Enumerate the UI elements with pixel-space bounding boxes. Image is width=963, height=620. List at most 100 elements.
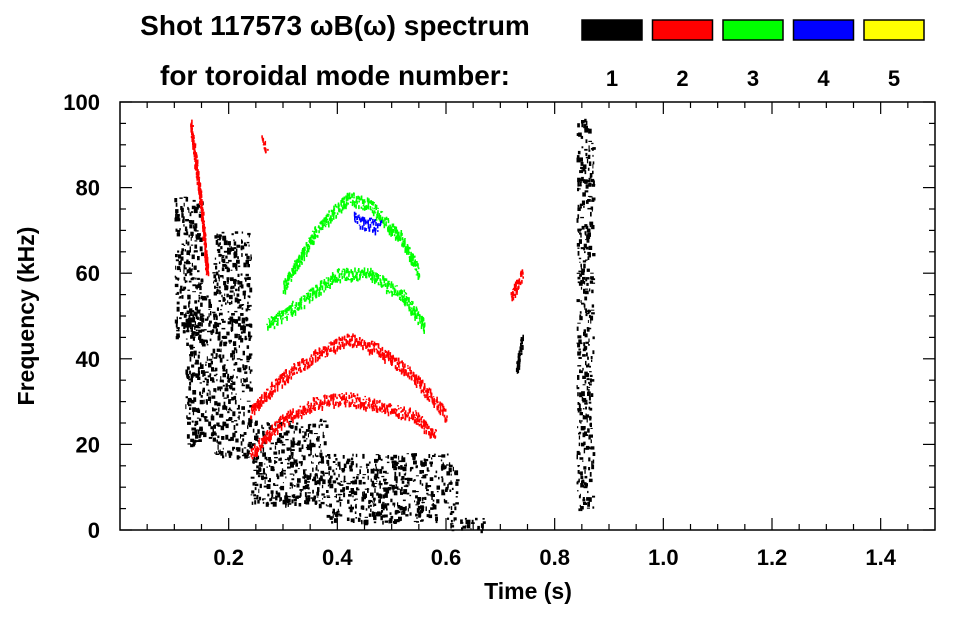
- track-speck: [308, 241, 311, 243]
- region-speck: [436, 491, 439, 493]
- region-speck: [576, 326, 579, 331]
- region-speck: [420, 460, 423, 466]
- region-speck: [582, 168, 586, 172]
- track-speck: [377, 274, 380, 277]
- region-speck: [416, 508, 420, 513]
- region-speck: [413, 460, 417, 465]
- track-speck: [290, 416, 293, 421]
- region-speck: [201, 279, 204, 283]
- region-speck: [184, 226, 188, 232]
- region-speck: [195, 408, 200, 413]
- region-speck: [281, 449, 285, 454]
- track-speck: [268, 397, 270, 400]
- region-speck: [284, 498, 289, 503]
- region-speck: [581, 420, 583, 422]
- region-speck: [270, 442, 274, 445]
- region-speck: [577, 276, 581, 280]
- track-speck: [310, 402, 312, 407]
- region-speck: [215, 239, 219, 245]
- region-speck: [294, 470, 298, 472]
- region-speck: [398, 455, 400, 460]
- track-speck: [314, 354, 317, 360]
- region-speck: [211, 381, 215, 383]
- region-speck: [298, 495, 301, 498]
- region-speck: [231, 233, 234, 236]
- track-speck: [326, 395, 328, 399]
- region-speck: [181, 248, 184, 252]
- region-speck: [193, 311, 196, 316]
- region-speck: [214, 257, 217, 260]
- region-speck: [174, 275, 177, 278]
- region-speck: [226, 406, 228, 411]
- region-speck: [284, 458, 287, 461]
- track-speck: [324, 225, 327, 228]
- region-speck: [175, 213, 177, 219]
- region-speck: [336, 515, 338, 518]
- region-speck: [341, 468, 346, 471]
- region-speck: [247, 452, 249, 456]
- region-speck: [218, 451, 223, 455]
- track-speck: [353, 192, 355, 197]
- region-speck: [205, 363, 207, 366]
- track-speck: [442, 411, 444, 416]
- region-speck: [240, 359, 243, 361]
- track-speck: [348, 192, 351, 197]
- track-speck: [303, 297, 306, 302]
- region-speck: [214, 322, 218, 324]
- region-speck: [577, 343, 581, 348]
- track-speck: [308, 295, 311, 299]
- track-speck: [513, 294, 515, 296]
- region-speck: [448, 467, 452, 473]
- x-axis: 0.2 0.4 0.6 0.8 1.0 1.2 1.4: [146, 102, 909, 570]
- region-speck: [588, 314, 591, 318]
- track-speck: [302, 412, 304, 415]
- region-speck: [249, 422, 252, 428]
- track-speck: [416, 270, 419, 275]
- region-speck: [281, 468, 284, 474]
- region-speck: [350, 488, 354, 493]
- region-speck: [201, 343, 206, 347]
- region-speck: [318, 445, 321, 449]
- region-speck: [263, 463, 266, 465]
- track-speck: [198, 181, 200, 183]
- track-speck: [391, 231, 394, 236]
- track-speck: [302, 358, 304, 364]
- track-speck: [324, 346, 326, 350]
- region-speck: [294, 459, 298, 464]
- track-speck: [278, 426, 280, 429]
- region-speck: [245, 259, 249, 265]
- region-speck: [197, 299, 200, 303]
- track-speck: [255, 402, 257, 406]
- track-speck: [434, 436, 436, 439]
- track-speck: [316, 402, 318, 405]
- region-speck: [586, 364, 589, 368]
- track-speck: [373, 202, 375, 204]
- track-speck: [439, 410, 441, 414]
- track-speck: [423, 391, 425, 394]
- region-speck: [233, 247, 237, 249]
- region-speck: [207, 389, 210, 392]
- region-speck: [403, 489, 408, 493]
- track-speck: [421, 315, 423, 321]
- region-speck: [441, 478, 444, 483]
- region-speck: [379, 485, 381, 489]
- track-speck: [410, 376, 413, 379]
- track-speck: [290, 312, 293, 316]
- region-speck: [582, 426, 586, 430]
- region-speck: [374, 476, 378, 480]
- track-speck: [345, 202, 348, 207]
- region-speck: [435, 516, 438, 521]
- region-speck: [195, 331, 198, 336]
- region-speck: [455, 481, 459, 486]
- track-speck: [330, 399, 332, 402]
- track-speck: [406, 248, 408, 253]
- track-speck: [373, 227, 375, 232]
- region-speck: [204, 377, 207, 381]
- track-speck: [392, 283, 394, 288]
- track-speck: [390, 355, 393, 359]
- track-speck: [520, 270, 523, 274]
- track-speck: [417, 263, 419, 268]
- region-speck: [401, 480, 405, 484]
- track-speck: [271, 321, 273, 326]
- region-speck: [585, 120, 588, 125]
